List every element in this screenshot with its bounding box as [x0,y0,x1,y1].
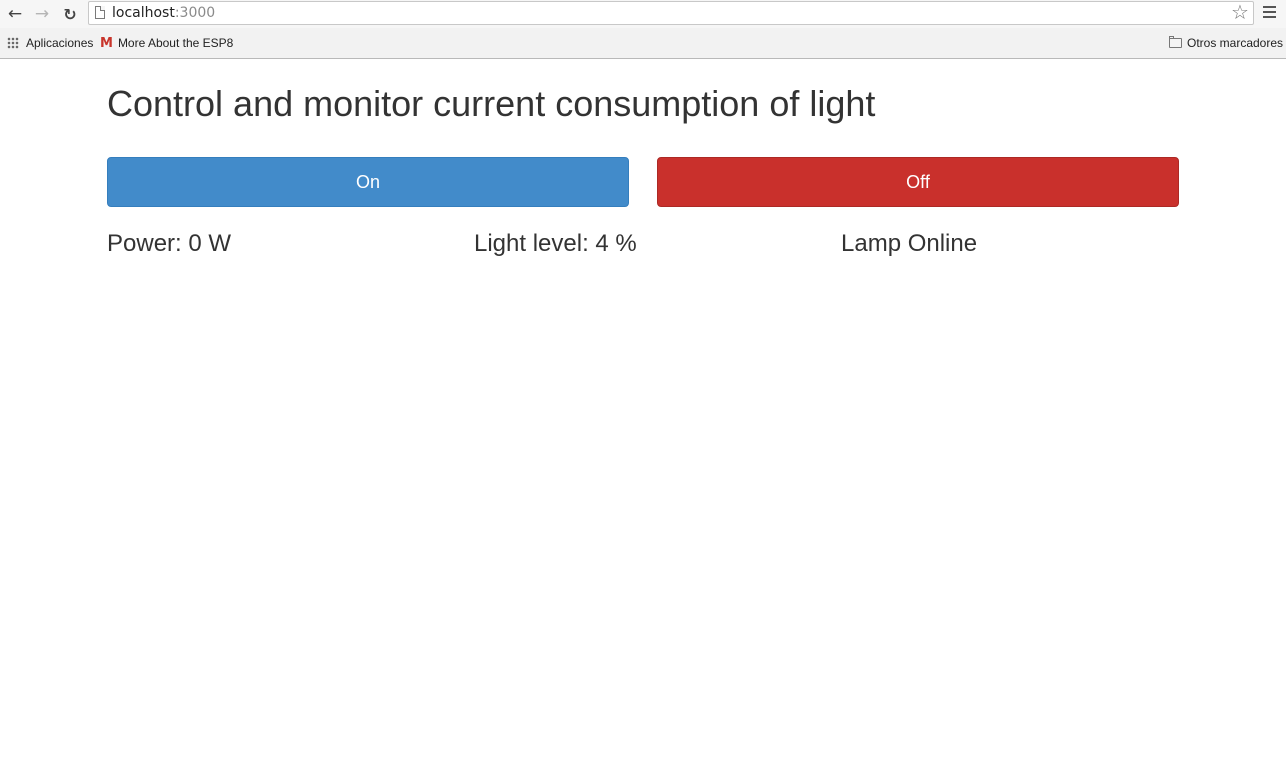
star-icon[interactable]: ☆ [1231,0,1249,24]
reload-icon[interactable]: ↻ [63,4,77,24]
address-bar[interactable]: localhost:3000 [88,1,1254,25]
page-icon [95,6,105,19]
bookmark-other-label: Otros marcadores [1187,36,1284,50]
apps-grid-icon [7,37,19,49]
back-arrow-icon[interactable]: ← [7,4,23,24]
on-button[interactable]: On [107,157,629,207]
bookmark-apps-label: Aplicaciones [26,36,94,50]
url-text[interactable]: localhost:3000 [112,5,215,21]
folder-icon [1169,36,1182,48]
gmail-icon: M [100,35,113,51]
url-host: localhost [112,5,175,21]
url-port: :3000 [174,5,216,21]
power-readout: Power: 0 W [107,230,232,257]
page-title: Control and monitor current consumption … [107,83,876,124]
lamp-status: Lamp Online [841,230,978,257]
bookmark-esp[interactable]: M More About the ESP8 [100,35,233,51]
light-level-readout: Light level: 4 % [474,230,637,257]
browser-chrome: ← → ↻ localhost:3000 ☆ Aplicaciones M Mo… [0,0,1286,59]
bookmark-apps[interactable]: Aplicaciones [7,35,93,51]
forward-arrow-icon[interactable]: → [34,4,50,24]
bookmark-other[interactable]: Otros marcadores [1169,35,1283,51]
browser-toolbar: ← → ↻ localhost:3000 ☆ [0,0,1286,28]
bookmark-esp-label: More About the ESP8 [117,36,234,50]
off-button[interactable]: Off [657,157,1179,207]
menu-icon[interactable] [1263,6,1276,18]
bookmarks-bar: Aplicaciones M More About the ESP8 Otros… [0,28,1286,58]
